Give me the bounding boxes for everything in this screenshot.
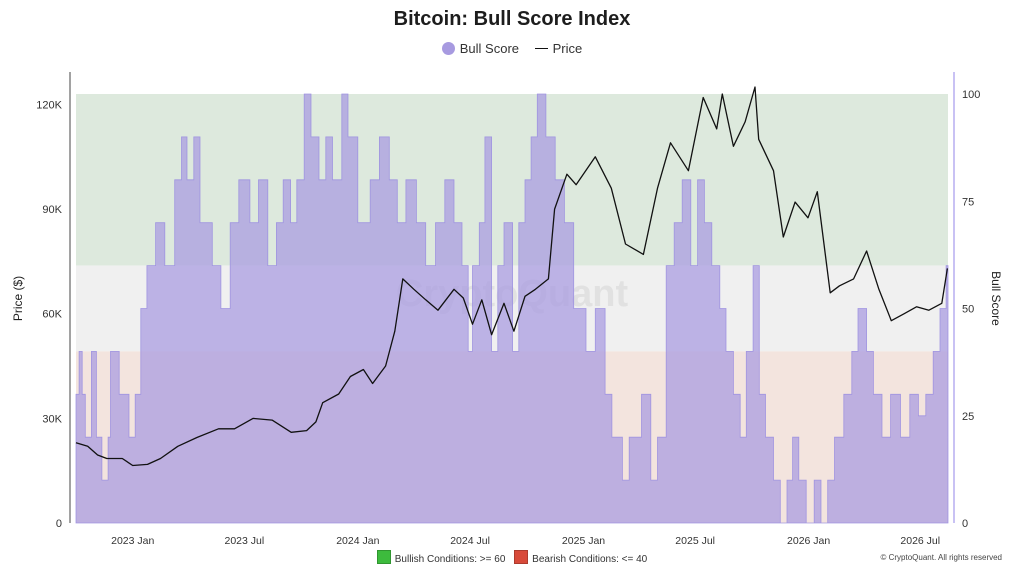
y-right-tick-label: 50 [962,304,974,316]
x-tick-label: 2025 Jan [562,535,605,547]
legend-swatch-price [534,48,548,50]
bearish-swatch [514,550,529,564]
x-tick-label: 2023 Jan [111,535,154,547]
zone-legend-bearish-label: Bearish Conditions: <= 40 [532,554,648,565]
x-tick-label: 2024 Jan [336,535,379,547]
y-right-tick-label: 25 [962,411,974,423]
price-line [75,86,949,467]
zone-legend-bearish: Bearish Conditions: <= 40 [514,550,648,565]
y-right-tick-label: 0 [962,518,968,530]
y-left-tick-label: 30K [42,413,62,425]
y-right-axis-title: Bull Score [989,271,1003,326]
legend-item-price[interactable]: Price [534,41,583,57]
x-tick-label: 2025 Jul [675,535,715,547]
chart-title: Bitcoin: Bull Score Index [393,8,631,30]
y-left-axis-title: Price ($) [11,276,25,321]
y-left-tick-label: 90K [42,204,62,216]
legend-label-price: Price [552,41,583,57]
legend-swatch-bull-score [441,42,455,56]
x-tick-label: 2024 Jul [450,535,490,547]
y-right-tick-label: 100 [962,89,980,101]
x-tick-label: 2023 Jul [225,535,265,547]
x-tick-label: 2026 Jan [787,535,830,547]
x-tick-label: 2026 Jul [900,535,940,547]
legend-label-bull-score: Bull Score [459,41,519,57]
bull-score-area [75,93,949,524]
y-left-tick-label: 0 [56,518,62,530]
chart-legend: Bull Score Price [0,40,1024,56]
legend-item-bull-score[interactable]: Bull Score [441,41,519,57]
zone-legend-bullish: Bullish Conditions: >= 60 [376,550,508,565]
y-right-tick-label: 75 [962,196,974,208]
zone-legend-bullish-label: Bullish Conditions: >= 60 [394,554,506,565]
zone-legend: Bullish Conditions: >= 60 Bearish Condit… [0,550,1024,565]
copyright-credit: © CryptoQuant. All rights reserved [880,553,1003,562]
y-left-tick-label: 120K [36,99,62,111]
bullish-swatch [376,550,391,564]
y-left-tick-label: 60K [42,309,62,321]
